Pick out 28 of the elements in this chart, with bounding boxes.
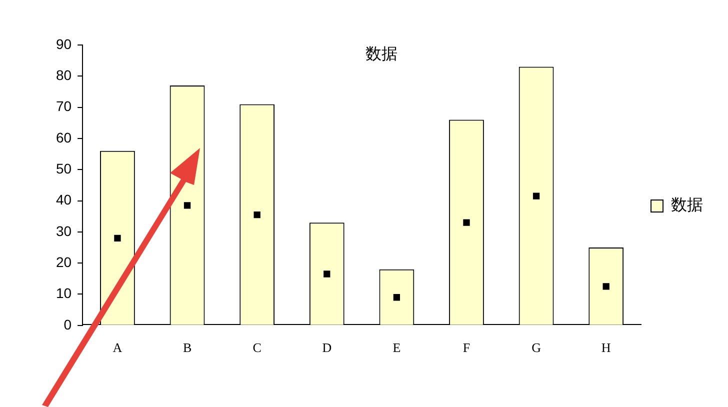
y-tick-label: 60 — [56, 129, 72, 146]
point — [114, 234, 121, 242]
y-tick-label: 10 — [56, 285, 72, 302]
chart-title: 数据 — [366, 44, 398, 63]
x-tick-label: F — [462, 340, 470, 355]
point — [184, 202, 191, 209]
point — [532, 192, 540, 200]
x-tick-label: D — [322, 340, 332, 355]
x-tick-label: A — [112, 340, 123, 355]
y-tick-label: 0 — [64, 316, 72, 332]
legend-label: 数据 — [671, 195, 703, 214]
point — [393, 294, 400, 301]
x-tick-label: H — [601, 340, 611, 355]
x-tick-label: E — [392, 340, 401, 355]
point — [324, 270, 330, 278]
y-tick-label: 40 — [56, 192, 72, 208]
point — [254, 211, 260, 218]
y-tick-label: 20 — [56, 254, 72, 270]
y-tick-label: 50 — [56, 160, 72, 176]
x-tick-label: C — [252, 340, 262, 355]
y-tick-label: 80 — [56, 67, 72, 84]
point — [602, 283, 610, 290]
y-tick-label: 90 — [56, 36, 72, 52]
x-tick-label: G — [532, 340, 541, 355]
y-tick-label: 70 — [56, 98, 72, 114]
y-tick-label: 30 — [56, 222, 72, 239]
x-tick-label: B — [182, 340, 192, 355]
point — [463, 219, 470, 226]
